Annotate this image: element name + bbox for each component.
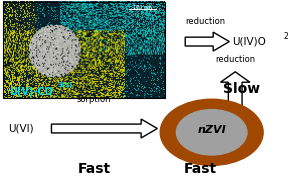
- Text: 100 nm: 100 nm: [133, 5, 152, 10]
- Text: 3(s): 3(s): [57, 82, 73, 88]
- Text: Slow: Slow: [223, 82, 260, 96]
- Text: U(IV)O: U(IV)O: [232, 37, 266, 46]
- Text: Fast: Fast: [183, 162, 216, 176]
- Circle shape: [160, 99, 263, 165]
- Text: U(VI): U(VI): [8, 124, 34, 133]
- FancyArrow shape: [51, 119, 157, 138]
- FancyArrow shape: [220, 72, 250, 117]
- Text: sorption: sorption: [77, 95, 111, 104]
- Text: U(V)-CO: U(V)-CO: [9, 87, 53, 97]
- Text: reduction: reduction: [215, 55, 255, 64]
- Bar: [3, 2, 165, 98]
- Text: Fast: Fast: [78, 162, 111, 176]
- Text: nZVI: nZVI: [197, 125, 226, 135]
- Text: 2: 2: [284, 32, 288, 41]
- Text: reduction: reduction: [186, 17, 226, 26]
- Circle shape: [176, 110, 247, 155]
- FancyArrow shape: [185, 32, 229, 51]
